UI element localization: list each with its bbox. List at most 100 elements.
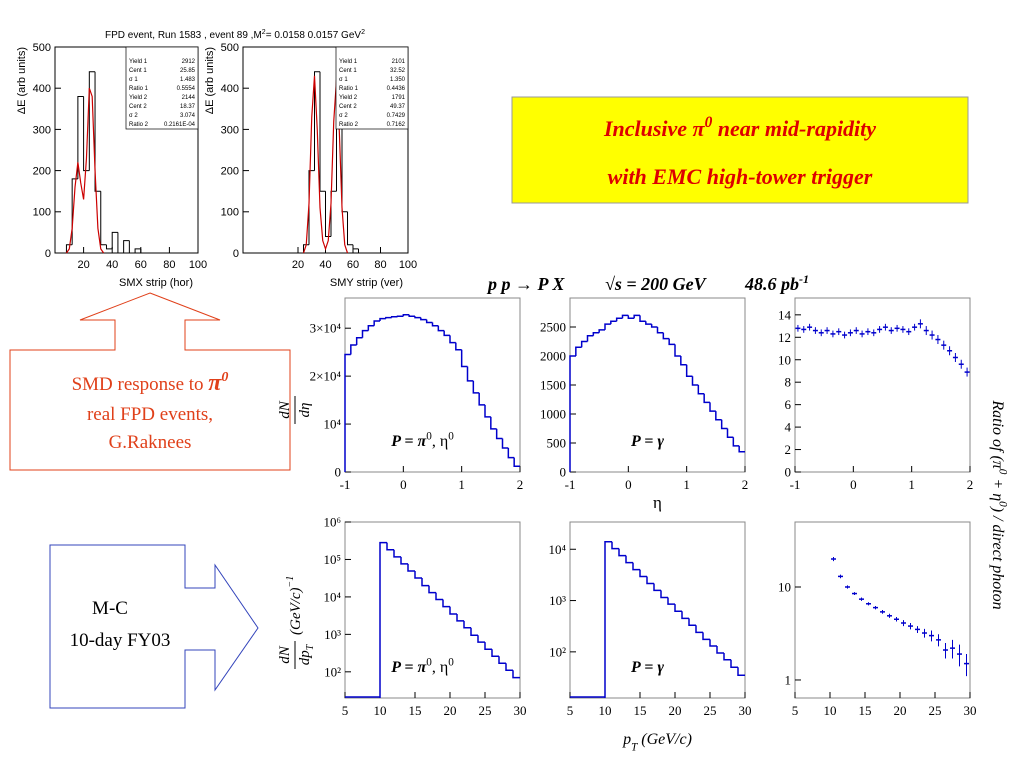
- text-part: 48.6 pb: [744, 274, 799, 294]
- histogram-bin: [726, 428, 734, 438]
- histogram-bin: [347, 211, 353, 246]
- stats-label: Yield 2: [339, 95, 358, 101]
- text-part: 0: [426, 657, 432, 669]
- smd-note: G.Raknees: [109, 432, 192, 453]
- x-tick-label: 80: [374, 259, 386, 271]
- text-part: , η: [432, 659, 448, 676]
- smd-note: SMD response to π0: [72, 370, 229, 396]
- histogram-bin: [100, 191, 107, 246]
- stats-value: 25.85: [180, 68, 196, 74]
- histogram-bin: [314, 71, 320, 171]
- x-tick-label: 1: [458, 477, 465, 492]
- histogram-bin: [449, 606, 457, 615]
- stats-box: [125, 46, 199, 130]
- x-tick-label: 2: [967, 477, 974, 492]
- x-tick-label: 10: [374, 703, 387, 718]
- histogram-bin: [379, 317, 386, 322]
- x-tick-label: 1: [908, 477, 915, 492]
- histogram-bin: [361, 329, 369, 338]
- histogram-bin: [414, 316, 421, 319]
- headline: Inclusive π0 near mid-rapidity: [603, 114, 876, 141]
- text-part: -1: [799, 272, 809, 286]
- y-tick-label: 200: [221, 165, 239, 177]
- x-tick-label: 2: [517, 477, 524, 492]
- histogram-bin: [703, 393, 710, 404]
- text-part: 0: [426, 431, 432, 443]
- x-tick-label: 100: [399, 259, 417, 271]
- x-tick-label: 5: [342, 703, 349, 718]
- mc-note: M-C: [92, 598, 128, 619]
- x-tick-label: 10: [824, 703, 837, 718]
- y-tick-label: 100: [221, 207, 239, 219]
- histogram-bin: [408, 314, 415, 317]
- y-tick-label: 0: [233, 248, 239, 260]
- histogram-bin: [586, 334, 594, 342]
- text-part: p: [622, 731, 631, 748]
- text-part: near mid-rapidity: [712, 116, 876, 141]
- x-tick-label: -1: [340, 477, 351, 492]
- fit-curve: [302, 75, 349, 254]
- x-axis-label: pT (GeV/c): [622, 731, 692, 753]
- histogram-bin: [639, 315, 646, 322]
- x-tick-label: 25: [479, 703, 492, 718]
- y-tick-label: 100: [33, 207, 51, 219]
- histogram-bin: [716, 646, 724, 654]
- text-part: , η: [432, 433, 448, 450]
- y-tick-label: 1000: [540, 407, 566, 422]
- histogram-bin: [303, 244, 309, 253]
- stats-label: Yield 1: [339, 59, 358, 65]
- y-tick-label: 10³: [549, 593, 566, 608]
- stats-value: 32.52: [390, 68, 406, 74]
- histogram-bin: [737, 667, 745, 676]
- x-axis-label: SMX strip (hor): [119, 277, 193, 289]
- histogram-bin: [344, 353, 351, 472]
- histogram-bin: [674, 604, 682, 612]
- y-tick-label: 400: [221, 83, 239, 95]
- x-tick-label: 15: [409, 703, 422, 718]
- text-part: 0: [705, 114, 713, 131]
- x-axis-label: η: [653, 493, 662, 512]
- histogram-bin: [604, 323, 611, 330]
- stats-box: [335, 46, 409, 130]
- x-tick-label: 15: [634, 703, 647, 718]
- histogram-bin: [618, 548, 626, 557]
- histogram-bin: [83, 96, 90, 172]
- text-part: 0: [448, 431, 454, 443]
- histogram-bin: [386, 542, 394, 551]
- text-part: 2: [262, 29, 266, 36]
- text-part: FPD event, Run 1583 , event 89 ,M: [105, 30, 262, 41]
- y-tick-label: 10: [778, 352, 791, 367]
- histogram-bin: [373, 320, 380, 326]
- headline-box: [511, 96, 969, 204]
- x-tick-label: 20: [77, 259, 89, 271]
- x-tick-label: 25: [929, 703, 942, 718]
- histogram-bin: [495, 428, 503, 440]
- histogram-bin: [646, 576, 654, 585]
- histogram-bin: [660, 590, 668, 599]
- annotation: P = π0, η0: [390, 657, 454, 676]
- text-part: = 0.0158 0.0157 GeV: [266, 30, 362, 41]
- stats-label: σ 1: [339, 77, 348, 83]
- histogram-bin: [702, 632, 710, 641]
- y-axis-label: dN dpT (GeV/c)−1: [277, 576, 316, 669]
- histogram-bin: [611, 541, 619, 550]
- y-tick-label: 400: [33, 83, 51, 95]
- x-tick-label: 100: [189, 259, 207, 271]
- x-tick-label: 80: [163, 259, 175, 271]
- stats-label: Ratio 1: [339, 86, 359, 92]
- y-tick-label: 1500: [540, 378, 566, 393]
- x-tick-label: 30: [964, 703, 977, 718]
- y-tick-label: 10: [778, 580, 791, 595]
- x-tick-label: 20: [894, 703, 907, 718]
- x-tick-label: 0: [850, 477, 857, 492]
- x-tick-label: 20: [669, 703, 682, 718]
- y-tick-label: 12: [778, 330, 791, 345]
- y-tick-label: 500: [33, 42, 51, 54]
- histogram-bin: [685, 364, 693, 378]
- text-part: SMD response to: [72, 374, 209, 395]
- y-tick-label: 0: [45, 248, 51, 260]
- y-tick-label: 300: [33, 124, 51, 136]
- histogram-bin: [77, 95, 84, 179]
- stats-value: 0.5554: [177, 86, 196, 92]
- stats-label: Cent 1: [339, 68, 357, 74]
